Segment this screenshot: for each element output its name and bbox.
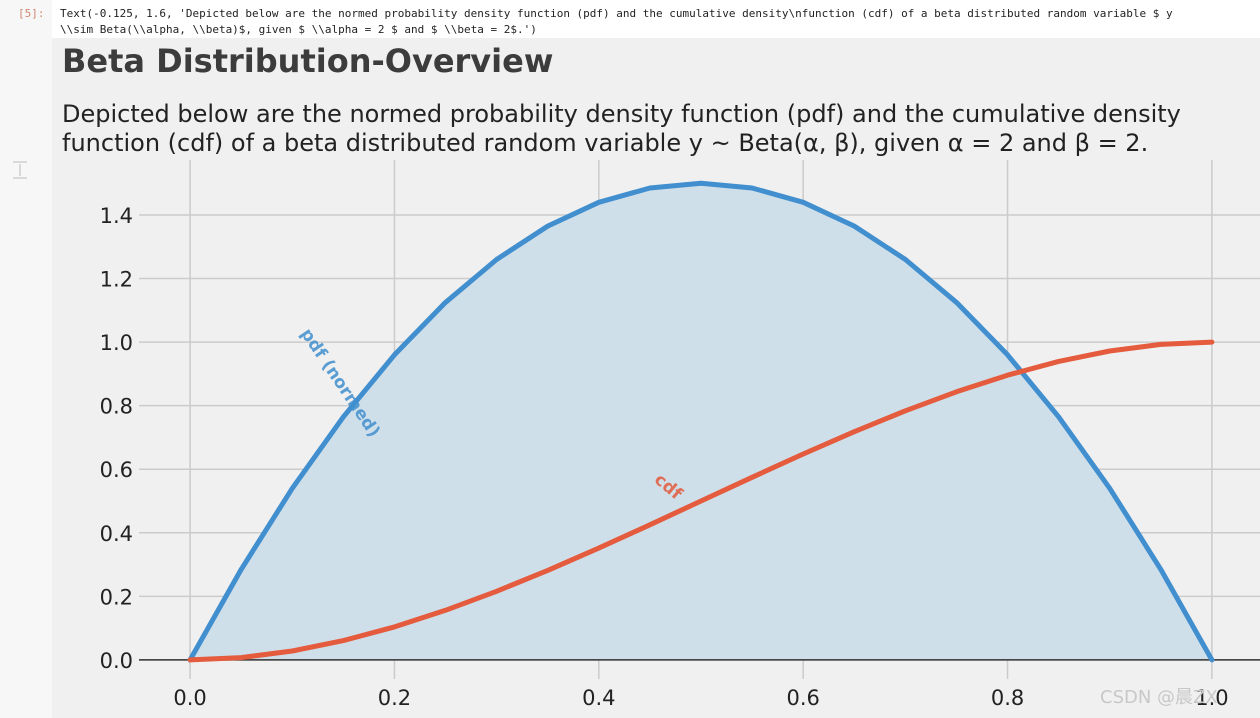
- collapse-icon[interactable]: [13, 161, 27, 179]
- x-tick-label: 0.2: [378, 686, 411, 710]
- y-tick-label: 1.4: [100, 204, 133, 228]
- watermark: CSDN @晨ZX: [1100, 687, 1218, 708]
- y-tick-label: 0.6: [100, 458, 133, 482]
- y-tick-label: 0.2: [100, 585, 133, 609]
- y-tick-label: 0.8: [100, 395, 133, 419]
- x-tick-label: 0.0: [173, 686, 206, 710]
- cell-prompt: [5]:: [18, 7, 45, 20]
- chart-subtitle: Depicted below are the normed probabilit…: [62, 100, 1181, 128]
- line: [187, 180, 1215, 663]
- output-text: \\sim Beta(\\alpha, \\beta)$, given $ \\…: [60, 23, 537, 36]
- chart-subtitle: function (cdf) of a beta distributed ran…: [62, 129, 1148, 157]
- y-tick-label: 0.4: [100, 522, 133, 546]
- x-tick-label: 0.4: [582, 686, 615, 710]
- x-tick-label: 0.6: [786, 686, 819, 710]
- output-text: Text(-0.125, 1.6, 'Depicted below are th…: [60, 7, 1173, 20]
- chart-title: Beta Distribution-Overview: [62, 42, 553, 80]
- y-tick-label: 1.2: [100, 268, 133, 292]
- y-tick-label: 1.0: [100, 331, 133, 355]
- x-tick-label: 0.8: [991, 686, 1024, 710]
- y-tick-label: 0.0: [100, 649, 133, 673]
- x-tick-label: 1.0: [1195, 686, 1228, 710]
- line: [187, 339, 1215, 663]
- plot: 0.0 0.2 0.4 0.6 0.8 1.0 1.2 1.4 0.0 0.2 0.4 0.6 0.8 1…: [100, 160, 1260, 710]
- gutter: [0, 0, 52, 718]
